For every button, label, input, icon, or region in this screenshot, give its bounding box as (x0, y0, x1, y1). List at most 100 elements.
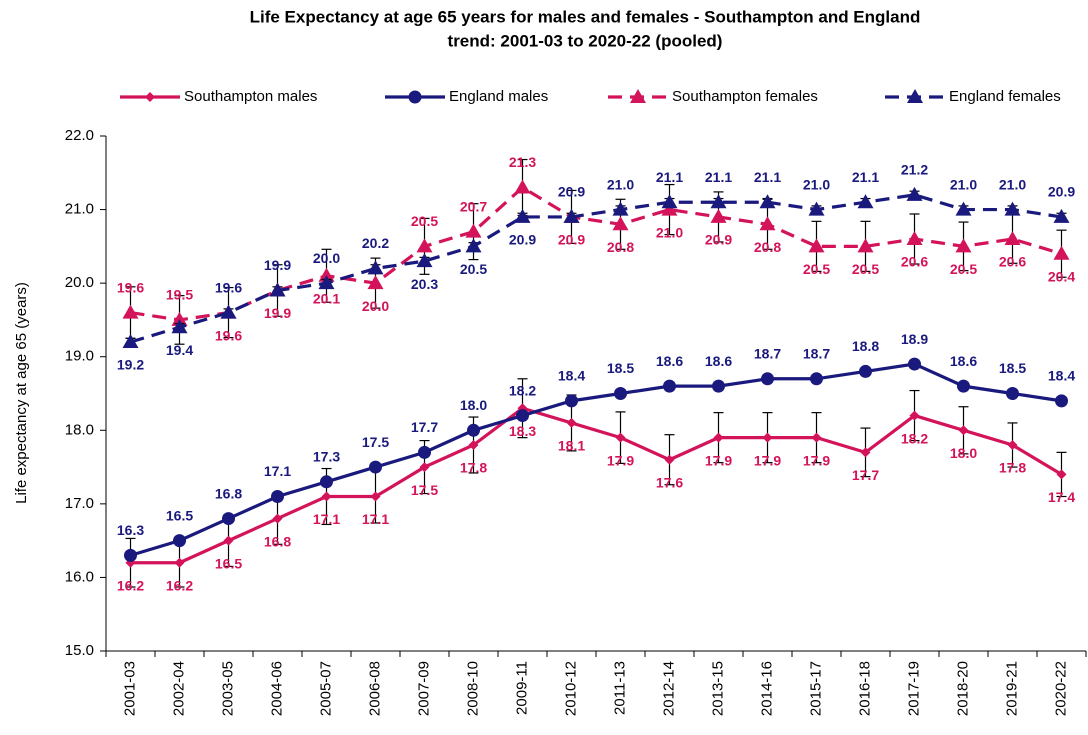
data-label: 20.0 (362, 298, 389, 314)
point (1004, 231, 1021, 245)
data-label: 17.5 (362, 434, 389, 450)
point (565, 394, 578, 408)
data-label: 16.5 (215, 555, 242, 571)
legend-label: England females (949, 88, 1061, 105)
x-tick-label: 2011-13 (611, 661, 628, 715)
x-tick-label: 2015-17 (807, 661, 824, 716)
legend-item: Southampton females (608, 88, 818, 105)
data-label: 20.6 (901, 254, 928, 270)
data-label: 19.5 (166, 287, 193, 303)
data-label: 18.2 (509, 382, 536, 398)
data-label: 17.9 (607, 452, 634, 468)
data-label: 21.2 (901, 162, 928, 178)
point (367, 260, 384, 275)
chart-subtitle: trend: 2001-03 to 2020-22 (pooled) (448, 31, 723, 50)
data-label: 18.0 (460, 397, 487, 413)
data-label: 19.9 (264, 305, 291, 321)
legend-item: Southampton males (120, 88, 317, 105)
point (661, 201, 678, 216)
data-label: 18.2 (901, 430, 928, 446)
data-label: 17.1 (362, 511, 389, 527)
point (320, 475, 333, 489)
data-label: 17.1 (264, 463, 291, 479)
data-label: 20.8 (607, 239, 634, 255)
data-label: 19.6 (215, 279, 242, 295)
y-tick-label: 15.0 (65, 642, 94, 659)
data-label: 18.4 (1048, 368, 1075, 384)
point (514, 179, 531, 194)
point (563, 208, 580, 223)
point (465, 238, 482, 253)
x-tick-label: 2003-05 (219, 661, 236, 716)
point (808, 238, 825, 253)
x-tick-label: 2017-19 (905, 661, 922, 716)
data-label: 21.0 (999, 176, 1026, 192)
point (468, 440, 479, 450)
point (710, 208, 727, 223)
data-label: 21.0 (656, 224, 683, 240)
point (909, 410, 920, 421)
legend-item: England females (885, 88, 1061, 105)
x-tick-label: 2016-18 (856, 661, 873, 716)
data-label: 16.2 (117, 577, 144, 593)
x-tick-label: 2018-20 (954, 661, 971, 716)
point (514, 208, 531, 223)
point (860, 447, 871, 458)
y-tick-label: 21.0 (65, 201, 94, 218)
data-label: 17.4 (1048, 489, 1075, 505)
x-tick-label: 2020-22 (1052, 661, 1069, 716)
x-tick-label: 2001-03 (121, 661, 138, 716)
data-label: 20.9 (1048, 184, 1075, 200)
data-label: 18.5 (999, 360, 1026, 376)
data-label: 19.9 (264, 257, 291, 273)
point (220, 304, 237, 319)
point (906, 231, 923, 245)
point (419, 462, 430, 473)
point (223, 535, 234, 546)
point (1007, 440, 1018, 450)
point (269, 282, 286, 297)
y-tick-label: 19.0 (65, 348, 94, 365)
data-label: 21.3 (509, 154, 536, 170)
point (222, 512, 235, 526)
point (859, 364, 872, 378)
data-label: 20.4 (1048, 268, 1075, 284)
data-label: 20.5 (950, 261, 977, 277)
data-label: 18.0 (950, 445, 977, 461)
point (370, 491, 381, 502)
legend-marker (408, 90, 422, 104)
legend-item: England males (385, 88, 548, 105)
point (615, 432, 626, 443)
data-label: 17.8 (460, 460, 487, 476)
data-label: 20.9 (509, 232, 536, 248)
data-label: 20.1 (313, 290, 340, 306)
point (762, 432, 773, 443)
data-label: 17.8 (999, 460, 1026, 476)
data-label: 21.0 (607, 176, 634, 192)
point (957, 379, 970, 393)
point (612, 216, 629, 231)
point (614, 387, 627, 400)
point (958, 425, 969, 436)
point (1053, 245, 1070, 260)
data-label: 18.8 (852, 338, 879, 354)
point (955, 201, 972, 216)
point (516, 409, 529, 423)
point (122, 334, 139, 348)
data-label: 18.6 (656, 353, 683, 369)
data-label: 16.5 (166, 507, 193, 523)
data-label: 20.3 (411, 276, 438, 292)
data-label: 19.4 (166, 342, 193, 358)
y-axis-title: Life expectancy at age 65 (years) (13, 282, 30, 504)
x-tick-label: 2019-21 (1003, 661, 1020, 716)
y-tick-label: 20.0 (65, 274, 94, 291)
data-label: 18.7 (754, 345, 781, 361)
data-label: 21.0 (803, 176, 830, 192)
x-tick-label: 2008-10 (464, 661, 481, 716)
point (1006, 387, 1019, 400)
data-label: 20.6 (999, 254, 1026, 270)
data-label: 21.1 (656, 169, 683, 185)
data-label: 17.5 (411, 482, 438, 498)
legend-marker (630, 89, 646, 103)
data-label: 21.1 (852, 169, 879, 185)
